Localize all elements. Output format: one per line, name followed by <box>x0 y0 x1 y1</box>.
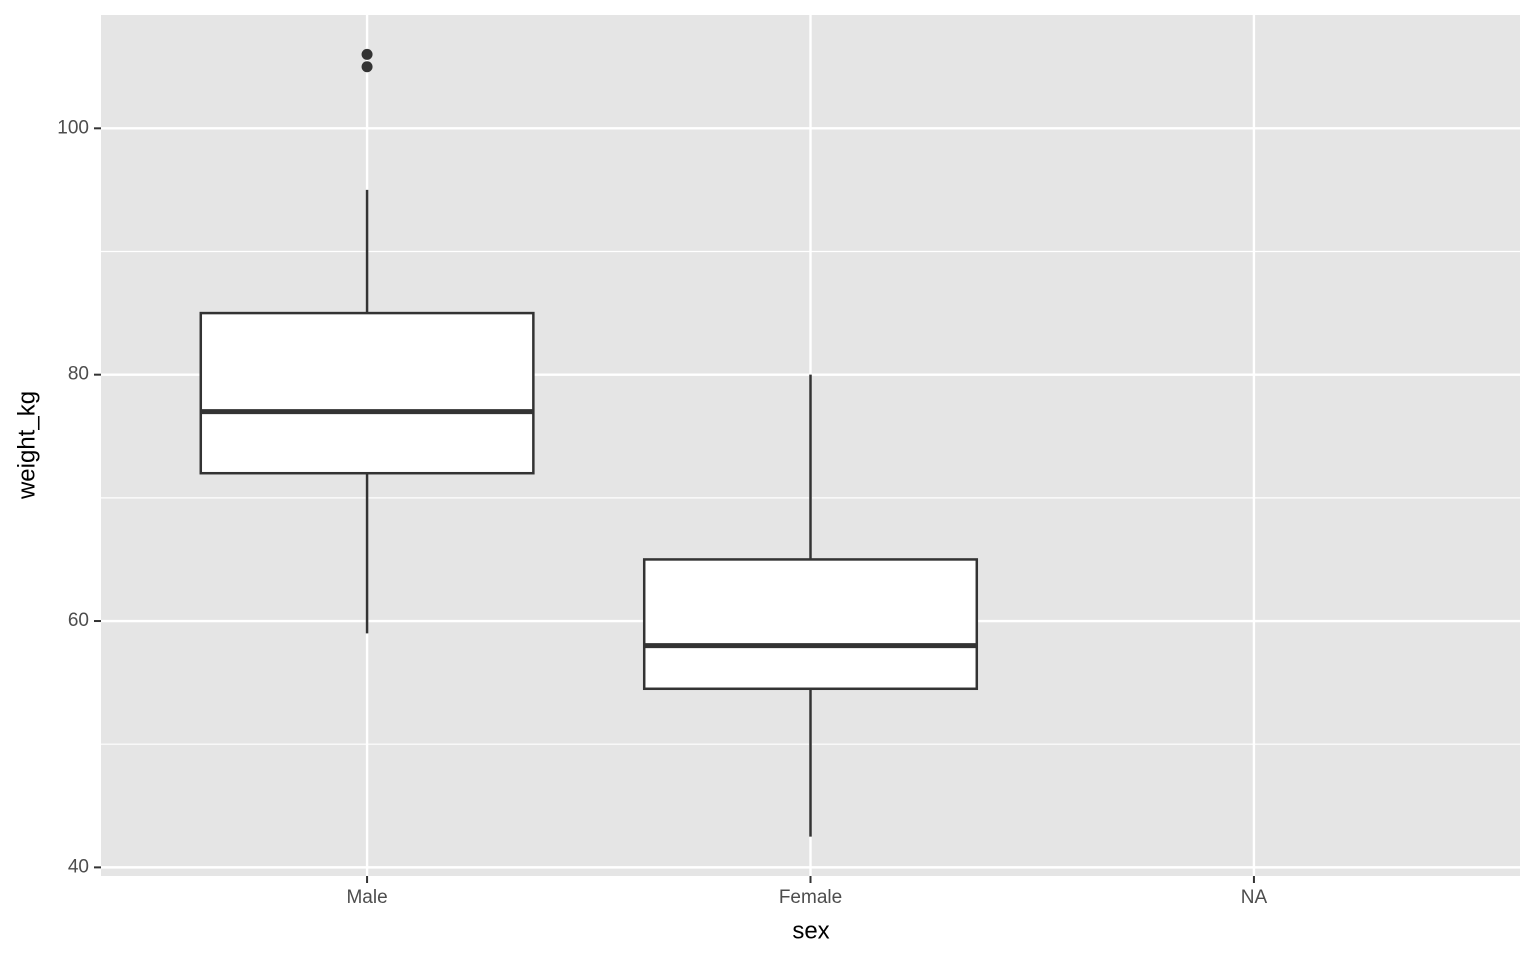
x-tick-label: Male <box>346 887 387 908</box>
y-tick-label: 40 <box>68 856 89 877</box>
y-axis-title: weight_kg <box>13 391 40 500</box>
x-tick-label: Female <box>779 887 842 908</box>
x-tick-label: NA <box>1241 887 1268 908</box>
box <box>199 311 535 475</box>
x-axis-title: sex <box>792 917 829 944</box>
y-tick-label: 80 <box>68 364 89 385</box>
outlier <box>361 48 373 60</box>
y-tick-label: 60 <box>68 610 89 631</box>
outlier <box>361 61 373 73</box>
box <box>642 558 979 691</box>
y-tick-label: 100 <box>57 117 89 138</box>
